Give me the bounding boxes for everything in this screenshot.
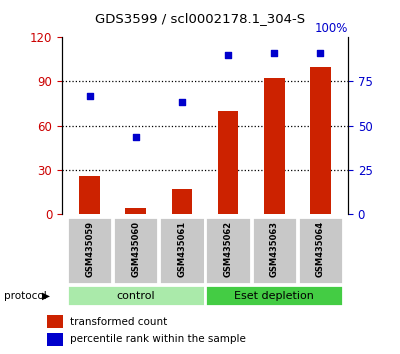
FancyBboxPatch shape [206,217,251,284]
Point [271,51,277,56]
Text: ▶: ▶ [42,291,50,301]
FancyBboxPatch shape [67,217,112,284]
FancyBboxPatch shape [252,217,297,284]
Point [86,93,93,99]
Text: protocol: protocol [4,291,47,301]
Point [133,135,139,140]
Bar [218,111,238,214]
Point [225,52,231,58]
Point [179,99,185,105]
Text: Eset depletion: Eset depletion [234,291,314,301]
Text: GSM435063: GSM435063 [270,221,279,277]
Text: percentile rank within the sample: percentile rank within the sample [70,335,246,344]
FancyBboxPatch shape [67,285,205,306]
Text: GSM435062: GSM435062 [224,221,232,277]
Text: GSM435059: GSM435059 [85,221,94,277]
Text: GSM435064: GSM435064 [316,221,325,277]
FancyBboxPatch shape [298,217,343,284]
Bar [264,79,284,214]
Bar [126,208,146,214]
Bar [79,176,100,214]
FancyBboxPatch shape [113,217,158,284]
Text: transformed count: transformed count [70,317,167,327]
Bar [47,315,63,328]
Bar [172,189,192,214]
Text: control: control [116,291,155,301]
Text: 100%: 100% [315,22,348,35]
FancyBboxPatch shape [159,217,204,284]
Text: GDS3599 / scl0002178.1_304-S: GDS3599 / scl0002178.1_304-S [95,12,305,25]
Bar [310,67,331,214]
FancyBboxPatch shape [205,285,343,306]
Bar [47,333,63,346]
Text: GSM435061: GSM435061 [178,221,186,277]
Text: GSM435060: GSM435060 [131,221,140,277]
Point [317,51,324,56]
